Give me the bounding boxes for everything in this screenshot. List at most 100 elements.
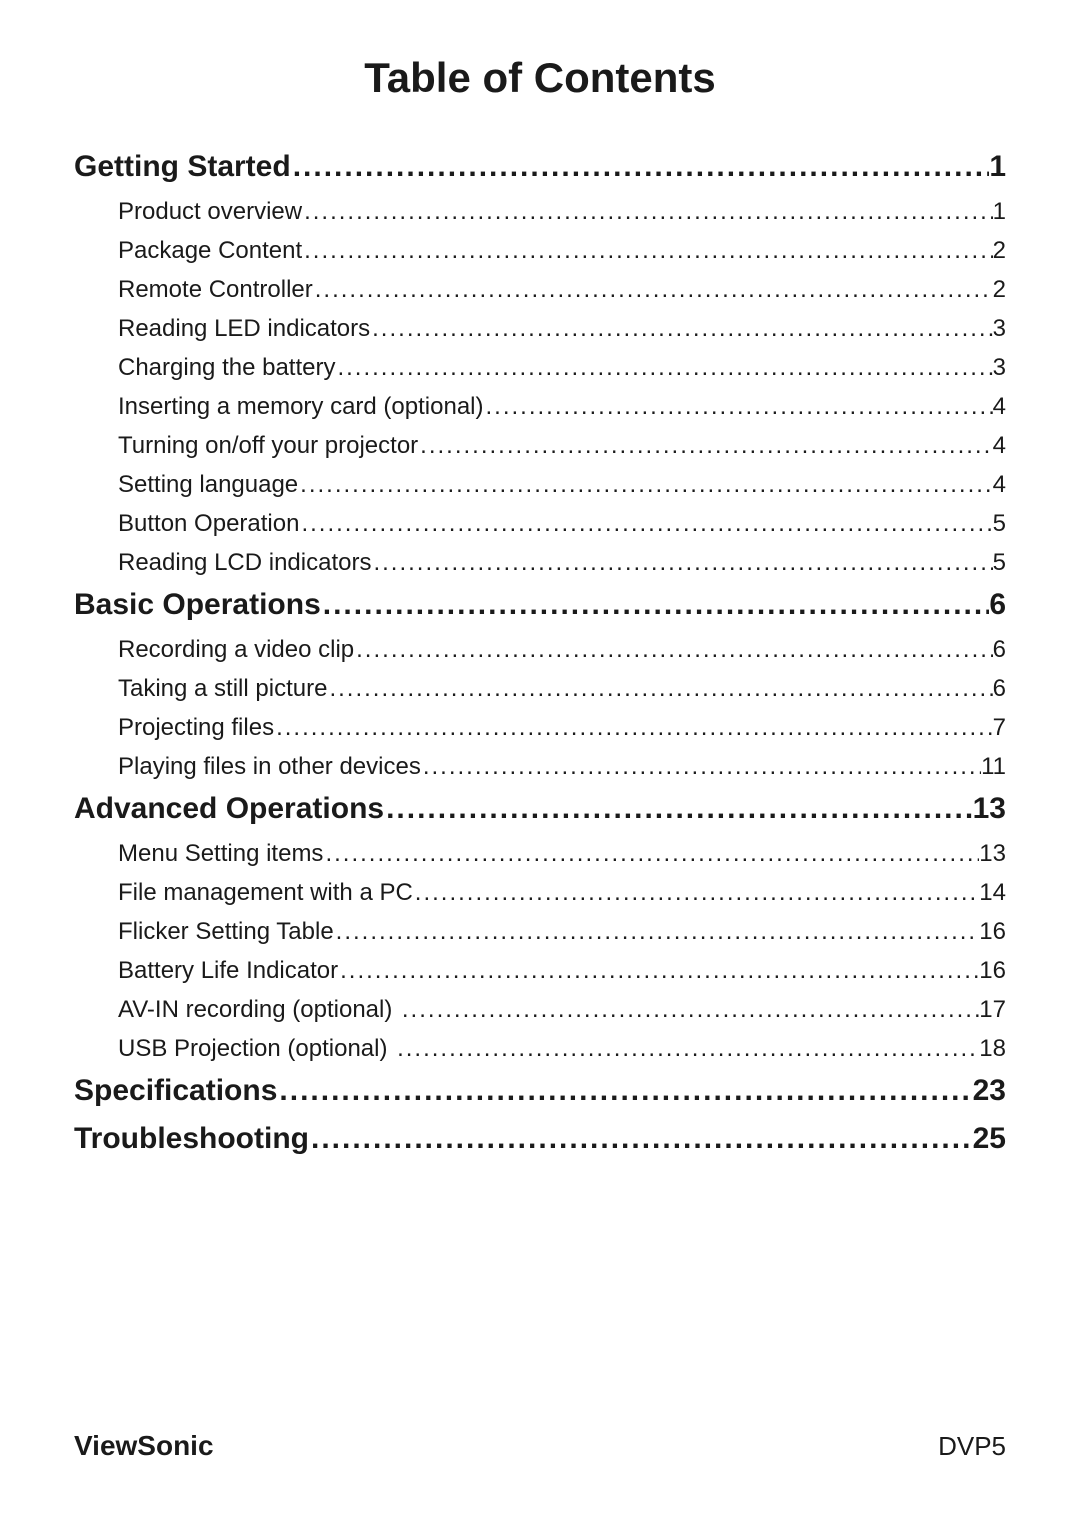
toc-entry: Inserting a memory card (optional)......…: [74, 393, 1006, 421]
toc-label: Package Content: [118, 237, 302, 265]
toc-page-number: 5: [993, 549, 1006, 577]
toc-entry: Reading LCD indicators..................…: [74, 549, 1006, 577]
toc-entry: Reading LED indicators..................…: [74, 315, 1006, 343]
toc-page-number: 18: [979, 1035, 1006, 1063]
toc-page-number: 2: [993, 237, 1006, 265]
toc-leader-dots: ........................................…: [309, 1122, 973, 1156]
toc-label: Reading LED indicators: [118, 315, 370, 343]
toc-label: Button Operation: [118, 510, 299, 538]
toc-leader-dots: ........................................…: [274, 714, 993, 742]
toc-page-number: 25: [973, 1122, 1006, 1156]
toc-label: Inserting a memory card (optional): [118, 393, 483, 421]
toc-label: Basic Operations: [74, 588, 321, 622]
toc-leader-dots: ........................................…: [413, 879, 980, 907]
toc-entry: Flicker Setting Table...................…: [74, 918, 1006, 946]
toc-page-number: 4: [993, 393, 1006, 421]
toc-page-number: 6: [993, 636, 1006, 664]
toc-entry: AV-IN recording (optional)..............…: [74, 996, 1006, 1024]
footer-model: DVP5: [938, 1431, 1006, 1462]
toc-page-number: 14: [979, 879, 1006, 907]
toc-label: Recording a video clip: [118, 636, 354, 664]
toc-label: Flicker Setting Table: [118, 918, 334, 946]
footer-brand: ViewSonic: [74, 1430, 214, 1462]
toc-leader-dots: ........................................…: [370, 315, 993, 343]
toc-label: USB Projection (optional): [118, 1035, 387, 1063]
toc-entry: Remote Controller.......................…: [74, 276, 1006, 304]
toc-entry: USB Projection (optional)...............…: [74, 1035, 1006, 1063]
toc-page-number: 2: [993, 276, 1006, 304]
toc-section-heading: Basic Operations........................…: [74, 588, 1006, 622]
toc-leader-dots: ........................................…: [335, 354, 992, 382]
toc-label: Menu Setting items: [118, 840, 323, 868]
toc-leader-dots: ........................................…: [483, 393, 992, 421]
toc-leader-dots: ........................................…: [302, 198, 993, 226]
toc-label: AV-IN recording (optional): [118, 996, 392, 1024]
toc-leader-dots: ........................................…: [395, 1035, 979, 1063]
toc-page-number: 13: [979, 840, 1006, 868]
page-title: Table of Contents: [74, 54, 1006, 102]
toc-label: File management with a PC: [118, 879, 413, 907]
toc-leader-dots: ........................................…: [299, 510, 992, 538]
toc-entry: File management with a PC...............…: [74, 879, 1006, 907]
toc-leader-dots: ........................................…: [400, 996, 979, 1024]
toc-leader-dots: ........................................…: [421, 753, 981, 781]
page-footer: ViewSonic DVP5: [74, 1430, 1006, 1462]
toc-entry: Package Content.........................…: [74, 237, 1006, 265]
toc-leader-dots: ........................................…: [323, 840, 979, 868]
toc-label: Advanced Operations: [74, 792, 384, 826]
toc-leader-dots: ........................................…: [313, 276, 993, 304]
toc-entry: Button Operation........................…: [74, 510, 1006, 538]
toc-entry: Product overview........................…: [74, 198, 1006, 226]
toc-label: Troubleshooting: [74, 1122, 309, 1156]
toc-label: Remote Controller: [118, 276, 313, 304]
toc-label: Playing files in other devices: [118, 753, 421, 781]
toc-page-number: 1: [989, 150, 1006, 184]
toc-page-number: 3: [993, 315, 1006, 343]
toc-leader-dots: ........................................…: [418, 432, 992, 460]
toc-label: Reading LCD indicators: [118, 549, 371, 577]
toc-entry: Playing files in other devices..........…: [74, 753, 1006, 781]
toc-leader-dots: ........................................…: [291, 150, 990, 184]
toc-entry: Taking a still picture..................…: [74, 675, 1006, 703]
toc-label: Battery Life Indicator: [118, 957, 338, 985]
toc-page-number: 6: [993, 675, 1006, 703]
toc-entry: Battery Life Indicator..................…: [74, 957, 1006, 985]
toc-page-number: 5: [993, 510, 1006, 538]
toc-page-number: 11: [981, 753, 1006, 781]
toc-leader-dots: ........................................…: [371, 549, 992, 577]
toc-page-number: 3: [993, 354, 1006, 382]
toc-leader-dots: ........................................…: [277, 1074, 972, 1108]
toc-leader-dots: ........................................…: [354, 636, 993, 664]
toc-page-number: 1: [993, 198, 1006, 226]
toc-entry: Turning on/off your projector...........…: [74, 432, 1006, 460]
toc-section-heading: Getting Started.........................…: [74, 150, 1006, 184]
toc-entry: Recording a video clip..................…: [74, 636, 1006, 664]
toc-entry: Projecting files........................…: [74, 714, 1006, 742]
toc-label: Getting Started: [74, 150, 291, 184]
toc-page-number: 13: [973, 792, 1006, 826]
toc-label: Setting language: [118, 471, 298, 499]
toc-label: Product overview: [118, 198, 302, 226]
toc-page-number: 7: [993, 714, 1006, 742]
toc-label: Charging the battery: [118, 354, 335, 382]
toc-section-heading: Specifications..........................…: [74, 1074, 1006, 1108]
toc-page-number: 16: [979, 918, 1006, 946]
toc-leader-dots: ........................................…: [327, 675, 992, 703]
toc-label: Specifications: [74, 1074, 277, 1108]
toc-leader-dots: ........................................…: [338, 957, 979, 985]
toc-page-number: 6: [989, 588, 1006, 622]
toc-leader-dots: ........................................…: [302, 237, 993, 265]
toc-leader-dots: ........................................…: [298, 471, 992, 499]
toc-section-heading: Troubleshooting.........................…: [74, 1122, 1006, 1156]
toc-label: Taking a still picture: [118, 675, 327, 703]
toc-page-number: 4: [993, 432, 1006, 460]
table-of-contents: Getting Started.........................…: [74, 150, 1006, 1156]
toc-entry: Menu Setting items......................…: [74, 840, 1006, 868]
toc-entry: Setting language........................…: [74, 471, 1006, 499]
toc-label: Projecting files: [118, 714, 274, 742]
toc-page-number: 16: [979, 957, 1006, 985]
toc-page-number: 23: [973, 1074, 1006, 1108]
toc-leader-dots: ........................................…: [334, 918, 980, 946]
toc-page-number: 4: [993, 471, 1006, 499]
toc-leader-dots: ........................................…: [384, 792, 973, 826]
